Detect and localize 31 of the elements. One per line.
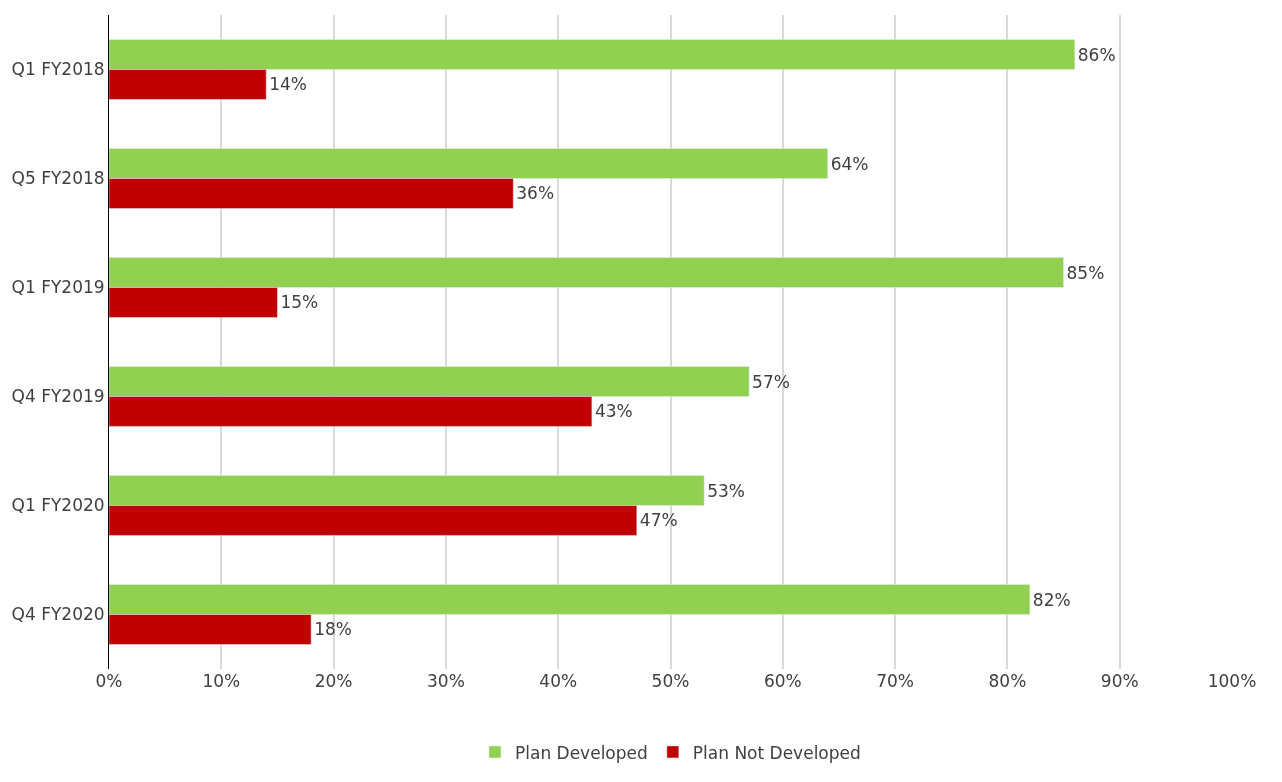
data-label: 85% [1066,262,1105,283]
data-label: 53% [707,480,745,501]
y-tick-label: Q1 FY2018 [11,59,105,80]
legend-label: Plan Not Developed [692,742,861,763]
x-tick-label: 100% [1207,671,1257,691]
y-tick-label: Q4 FY2020 [11,604,105,625]
x-tick-label: 70% [876,671,914,691]
x-tick-label: 90% [1100,671,1139,691]
data-label: 64% [830,153,869,174]
x-tick-label: 60% [763,671,802,691]
x-tick-label: 80% [988,671,1027,691]
y-tick-label: Q4 FY2019 [11,386,105,407]
x-tick-label: 30% [427,671,465,691]
x-tick-label: 10% [202,671,241,691]
data-label: 43% [594,401,633,422]
data-label: 47% [639,510,678,531]
data-label: 15% [280,292,319,313]
x-tick-label: 50% [651,671,690,691]
data-label: 36% [516,183,555,204]
x-tick-label: 20% [314,671,353,691]
legend-label: Plan Developed [515,742,648,763]
y-tick-label: Q1 FY2019 [11,277,105,298]
data-label: 14% [269,74,308,95]
data-label: 86% [1077,44,1116,65]
data-label: 57% [752,371,790,392]
x-tick-label: 40% [539,671,578,691]
x-tick-label: 0% [95,671,123,691]
y-tick-label: Q5 FY2018 [11,168,105,189]
data-label: 18% [314,619,352,640]
data-label: 82% [1032,589,1071,610]
y-tick-label: Q1 FY2020 [11,495,105,516]
